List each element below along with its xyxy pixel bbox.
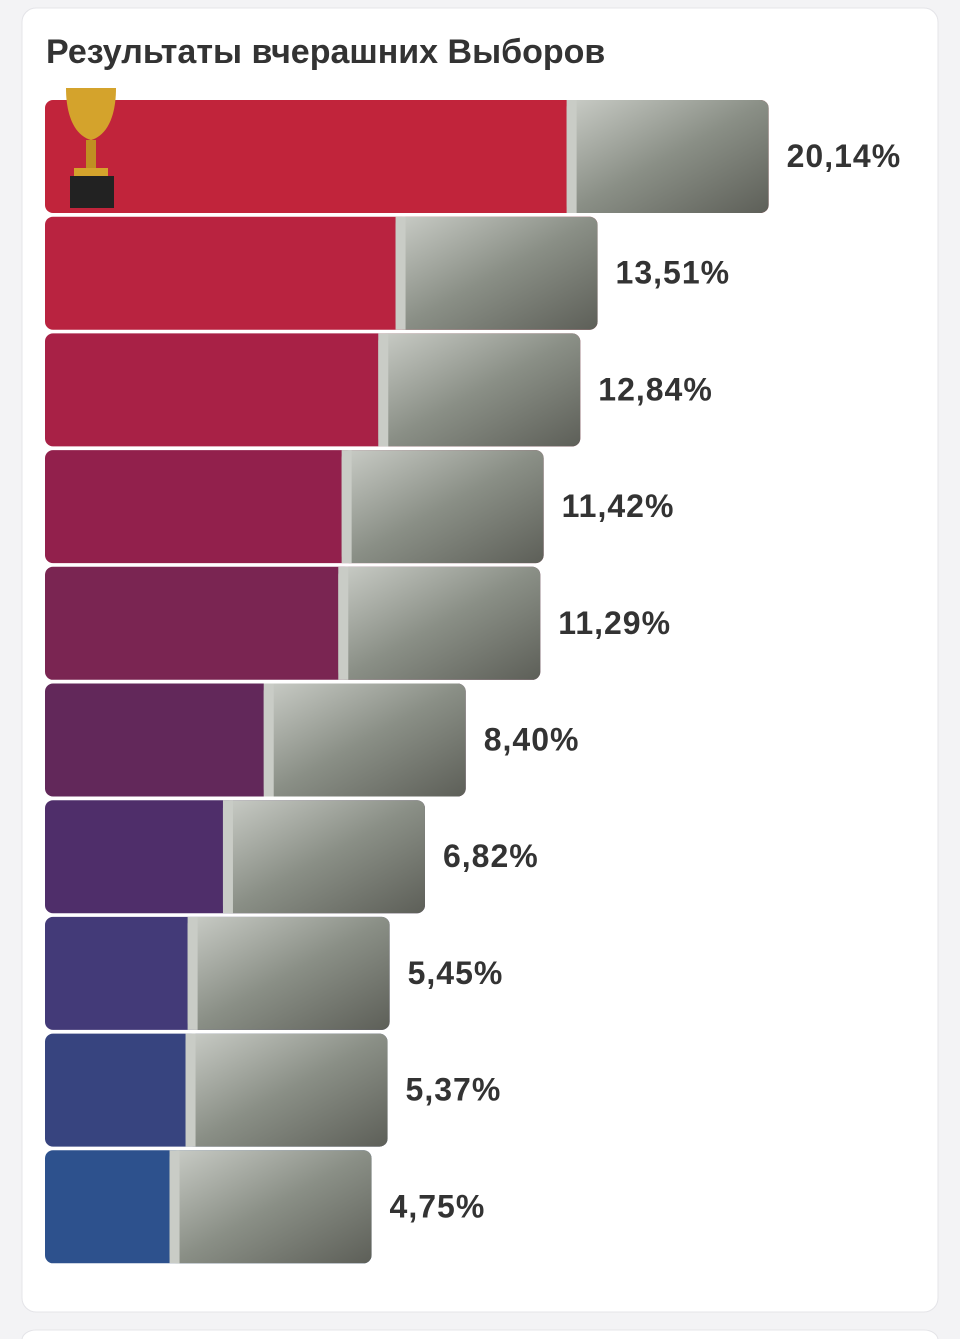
car-photo-edge: [395, 216, 406, 330]
car-photo: [185, 1033, 388, 1147]
car-photo: [222, 800, 425, 914]
car-photo: [263, 683, 466, 797]
value-label: 11,29%: [558, 605, 671, 641]
car-photo: [187, 916, 390, 1030]
value-label: 6,82%: [443, 838, 539, 874]
car-photo: [338, 566, 541, 680]
value-label: 5,45%: [408, 955, 504, 991]
car-photo: [566, 100, 769, 213]
value-label: 13,51%: [616, 255, 731, 291]
car-photo-edge: [341, 450, 352, 564]
car-photo: [341, 450, 544, 564]
next-card: [21, 1329, 939, 1339]
car-photo: [169, 1150, 372, 1264]
value-label: 5,37%: [406, 1072, 502, 1108]
car-photo-edge: [263, 683, 274, 797]
trophy: [66, 88, 116, 208]
value-label: 8,40%: [484, 721, 580, 757]
value-label: 11,42%: [562, 488, 675, 524]
car-photo-edge: [338, 566, 349, 680]
value-label: 20,14%: [787, 138, 902, 174]
car-photo: [395, 216, 598, 330]
car-photo-edge: [169, 1150, 180, 1264]
car-photo: [378, 333, 581, 447]
car-photo-edge: [185, 1033, 196, 1147]
chart-title: Результаты вчерашних Выборов: [46, 33, 605, 71]
value-label: 12,84%: [598, 371, 713, 407]
car-photo-edge: [566, 100, 577, 213]
bars: 20,14% 13,51% 12,84% 11,42% 11,29% 8,40% 6,82%…: [45, 100, 902, 1264]
value-label: 4,75%: [390, 1188, 486, 1224]
car-photo-edge: [187, 916, 198, 1030]
car-photo-edge: [378, 333, 389, 447]
car-photo-edge: [222, 800, 233, 914]
